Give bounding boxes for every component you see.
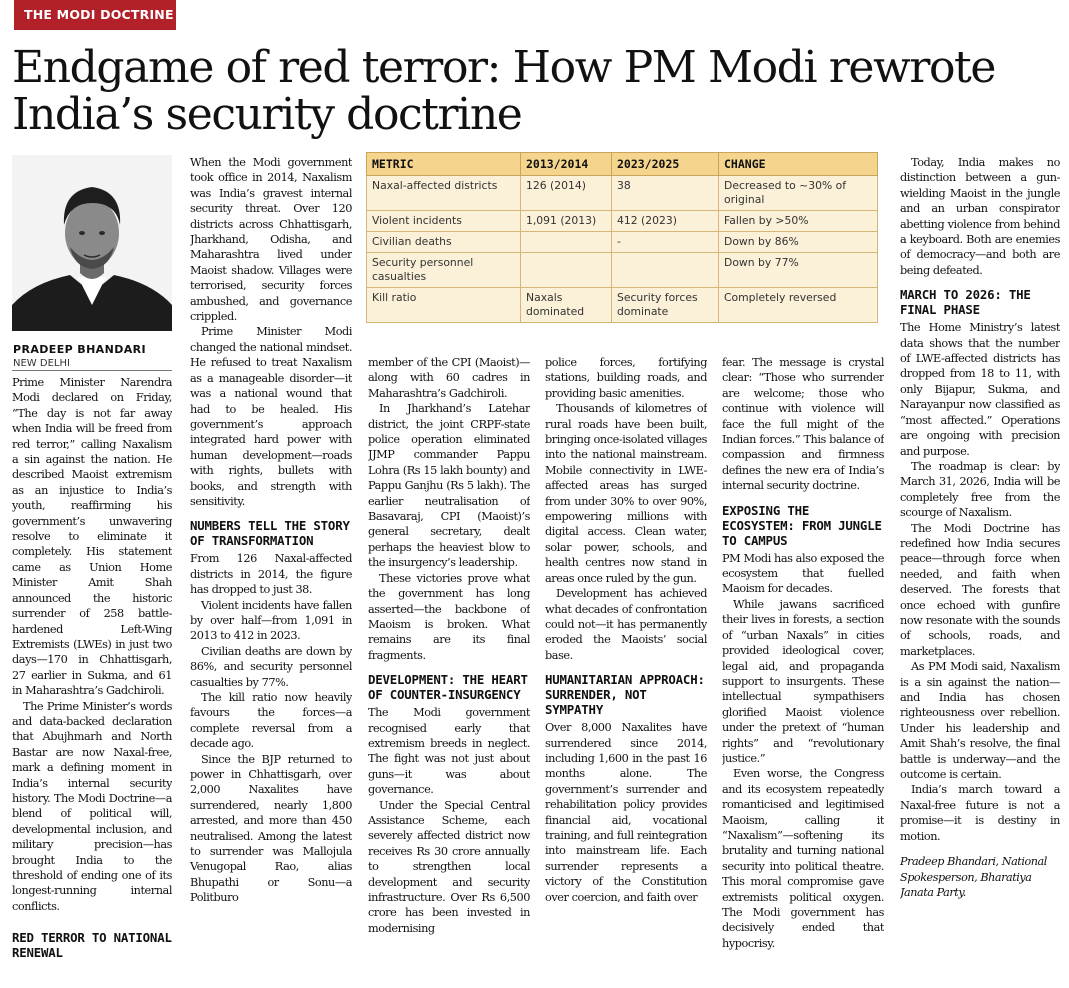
paragraph: These victories prove what the governmen… bbox=[368, 571, 530, 662]
table-row: Kill ratio Naxals dominated Security for… bbox=[366, 287, 878, 323]
paragraph: PM Modi has also exposed the ecosystem t… bbox=[722, 551, 884, 596]
table-cell: Security personnel casualties bbox=[366, 252, 521, 288]
paragraph: Over 8,000 Naxalites have surrendered si… bbox=[545, 721, 707, 904]
author-portrait-image bbox=[12, 155, 172, 331]
subheading: HUMANITARIAN APPROACH: SURRENDER, NOT SY… bbox=[545, 672, 705, 718]
paragraph: Violent incidents have fallen by over ha… bbox=[190, 598, 352, 643]
author-name: PRADEEP BHANDARI bbox=[13, 343, 147, 356]
table-cell: Kill ratio bbox=[366, 287, 521, 323]
table-cell: 38 bbox=[611, 175, 719, 211]
column-3: member of the CPI (Maoist)—along with 60… bbox=[368, 355, 530, 985]
paragraph: When the Modi government took office in … bbox=[190, 156, 352, 324]
author-place: NEW DELHI bbox=[13, 358, 70, 369]
table-row: Naxal-affected districts 126 (2014) 38 D… bbox=[366, 175, 878, 211]
table-cell bbox=[611, 252, 719, 288]
table-cell: Violent incidents bbox=[366, 210, 521, 232]
table-header-cell: CHANGE bbox=[718, 152, 878, 176]
table-cell: 1,091 (2013) bbox=[520, 210, 612, 232]
column-2: When the Modi government took office in … bbox=[190, 155, 352, 985]
table-cell: Security forces dominate bbox=[611, 287, 719, 323]
author-signoff: Pradeep Bhandari, National Spokesperson,… bbox=[900, 855, 1047, 900]
table-cell: Naxals dominated bbox=[520, 287, 612, 323]
column-5: fear. The message is crystal clear: “Tho… bbox=[722, 355, 884, 985]
paragraph: The Home Ministry’s latest data shows th… bbox=[900, 321, 1060, 458]
paragraph: From 126 Naxal-affected districts in 201… bbox=[190, 552, 352, 597]
paragraph: As PM Modi said, Naxalism is a sin again… bbox=[900, 660, 1060, 782]
table-cell: 126 (2014) bbox=[520, 175, 612, 211]
table-cell bbox=[520, 231, 612, 253]
paragraph: India’s march toward a Naxal-free future… bbox=[900, 783, 1060, 843]
paragraph: The roadmap is clear: by March 31, 2026,… bbox=[900, 459, 1060, 520]
paragraph: fear. The message is crystal clear: “Tho… bbox=[722, 356, 884, 493]
paragraph: Development has achieved what decades of… bbox=[545, 587, 707, 662]
paragraph: police forces, fortifying stations, buil… bbox=[545, 356, 707, 400]
paragraph: The Modi government recognised early tha… bbox=[368, 706, 530, 797]
paragraph: In Jharkhand’s Latehar district, the joi… bbox=[368, 402, 530, 570]
author-photo bbox=[12, 155, 172, 331]
table-cell bbox=[520, 252, 612, 288]
table-cell: Fallen by >50% bbox=[718, 210, 878, 232]
paragraph: member of the CPI (Maoist)—along with 60… bbox=[368, 356, 530, 400]
subheading: DEVELOPMENT: THE HEART OF COUNTER-INSURG… bbox=[368, 672, 528, 703]
paragraph: The Modi Doctrine has redefined how Indi… bbox=[900, 521, 1060, 658]
paragraph: Thousands of kilometres of rural roads h… bbox=[545, 402, 707, 585]
author-divider bbox=[12, 370, 172, 371]
metrics-table: METRIC 2013/2014 2023/2025 CHANGE Naxal-… bbox=[366, 152, 878, 323]
paragraph: Civilian deaths are down by 86%, and sec… bbox=[190, 644, 352, 689]
paragraph: The kill ratio now heavily favours the f… bbox=[190, 691, 352, 751]
table-cell: Down by 77% bbox=[718, 252, 878, 288]
subheading: EXPOSING THE ECOSYSTEM: FROM JUNGLE TO C… bbox=[722, 502, 882, 548]
paragraph: The Prime Minister’s words and data-back… bbox=[12, 699, 172, 913]
paragraph: Prime Minister Modi changed the national… bbox=[190, 325, 352, 508]
table-header-cell: 2023/2025 bbox=[611, 152, 719, 176]
table-row: Civilian deaths - Down by 86% bbox=[366, 231, 878, 253]
headline: Endgame of red terror: How PM Modi rewro… bbox=[12, 42, 996, 140]
paragraph: Since the BJP returned to power in Chhat… bbox=[190, 752, 352, 905]
table-cell: Completely reversed bbox=[718, 287, 878, 323]
table-header-cell: METRIC bbox=[366, 152, 521, 176]
table-header-row: METRIC 2013/2014 2023/2025 CHANGE bbox=[366, 152, 878, 176]
paragraph: Today, India makes no distinction betwee… bbox=[900, 156, 1060, 277]
table-cell: Decreased to ~30% of original bbox=[718, 175, 878, 211]
section-tag: THE MODI DOCTRINE bbox=[14, 0, 176, 30]
table-row: Violent incidents 1,091 (2013) 412 (2023… bbox=[366, 210, 878, 232]
column-4: police forces, fortifying stations, buil… bbox=[545, 355, 707, 985]
paragraph: Prime Minister Narendra Modi declared on… bbox=[12, 376, 172, 698]
subheading: NUMBERS TELL THE STORY OF TRANSFORMATION bbox=[190, 518, 350, 549]
table-cell: Civilian deaths bbox=[366, 231, 521, 253]
table-row: Security personnel casualties Down by 77… bbox=[366, 252, 878, 288]
paragraph: While jawans sacrificed their lives in f… bbox=[722, 597, 884, 765]
table-cell: Naxal-affected districts bbox=[366, 175, 521, 211]
column-1: Prime Minister Narendra Modi declared on… bbox=[12, 375, 172, 985]
table-header-cell: 2013/2014 bbox=[520, 152, 612, 176]
subheading: RED TERROR TO NATIONAL RENEWAL bbox=[12, 930, 172, 961]
paragraph: Under the Special Central Assistance Sch… bbox=[368, 798, 530, 935]
table-cell: 412 (2023) bbox=[611, 210, 719, 232]
subheading: MARCH TO 2026: THE FINAL PHASE bbox=[900, 287, 1031, 318]
table-cell: - bbox=[611, 231, 719, 253]
column-6: Today, India makes no distinction betwee… bbox=[900, 155, 1060, 985]
paragraph: Even worse, the Congress and its ecosyst… bbox=[722, 767, 884, 950]
table-cell: Down by 86% bbox=[718, 231, 878, 253]
